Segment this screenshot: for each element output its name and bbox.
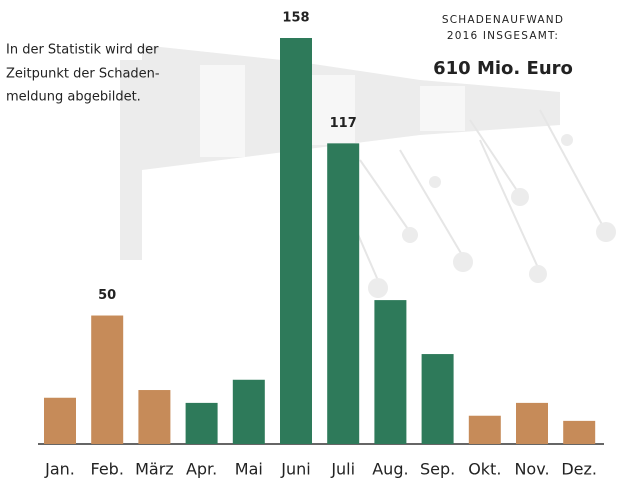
bar: [232, 379, 265, 444]
x-tick-label: Dez.: [561, 460, 597, 479]
value-label: 50: [98, 288, 116, 303]
total: 610 Mio. Euro: [433, 58, 573, 79]
bar: [280, 38, 312, 444]
x-tick-label: Okt.: [468, 460, 501, 479]
x-tick-label: Nov.: [514, 460, 549, 479]
x-tick-label: Mai: [235, 460, 263, 479]
background-illustration: [120, 45, 616, 298]
annotation: Zeitpunkt der Schaden-: [6, 67, 160, 82]
x-tick-label: Jan.: [44, 460, 75, 479]
bar: [563, 420, 596, 444]
x-tick-label: März: [135, 460, 174, 479]
x-tick-label: Sep.: [420, 460, 455, 479]
value-label: 158: [282, 11, 309, 26]
x-tick-label: Juli: [330, 460, 355, 479]
annotation: meldung abgebildet.: [6, 90, 141, 105]
bar: [44, 397, 76, 444]
kicker: SCHADENAUFWAND: [442, 14, 564, 26]
x-tick-label: Juni: [280, 460, 310, 479]
x-tick-label: Feb.: [90, 460, 123, 479]
bar: [468, 415, 501, 444]
bar: [91, 315, 124, 444]
bar: [374, 300, 407, 444]
bar: [185, 402, 218, 444]
x-tick-label: Aug.: [372, 460, 408, 479]
bar: [516, 402, 548, 444]
bar: [138, 390, 171, 444]
bar: [327, 143, 360, 444]
annotation: In der Statistik wird der: [6, 43, 159, 58]
kicker: 2016 INSGESAMT:: [447, 30, 559, 42]
bar: [421, 354, 454, 444]
value-label: 117: [330, 116, 357, 131]
x-tick-label: Apr.: [186, 460, 217, 479]
